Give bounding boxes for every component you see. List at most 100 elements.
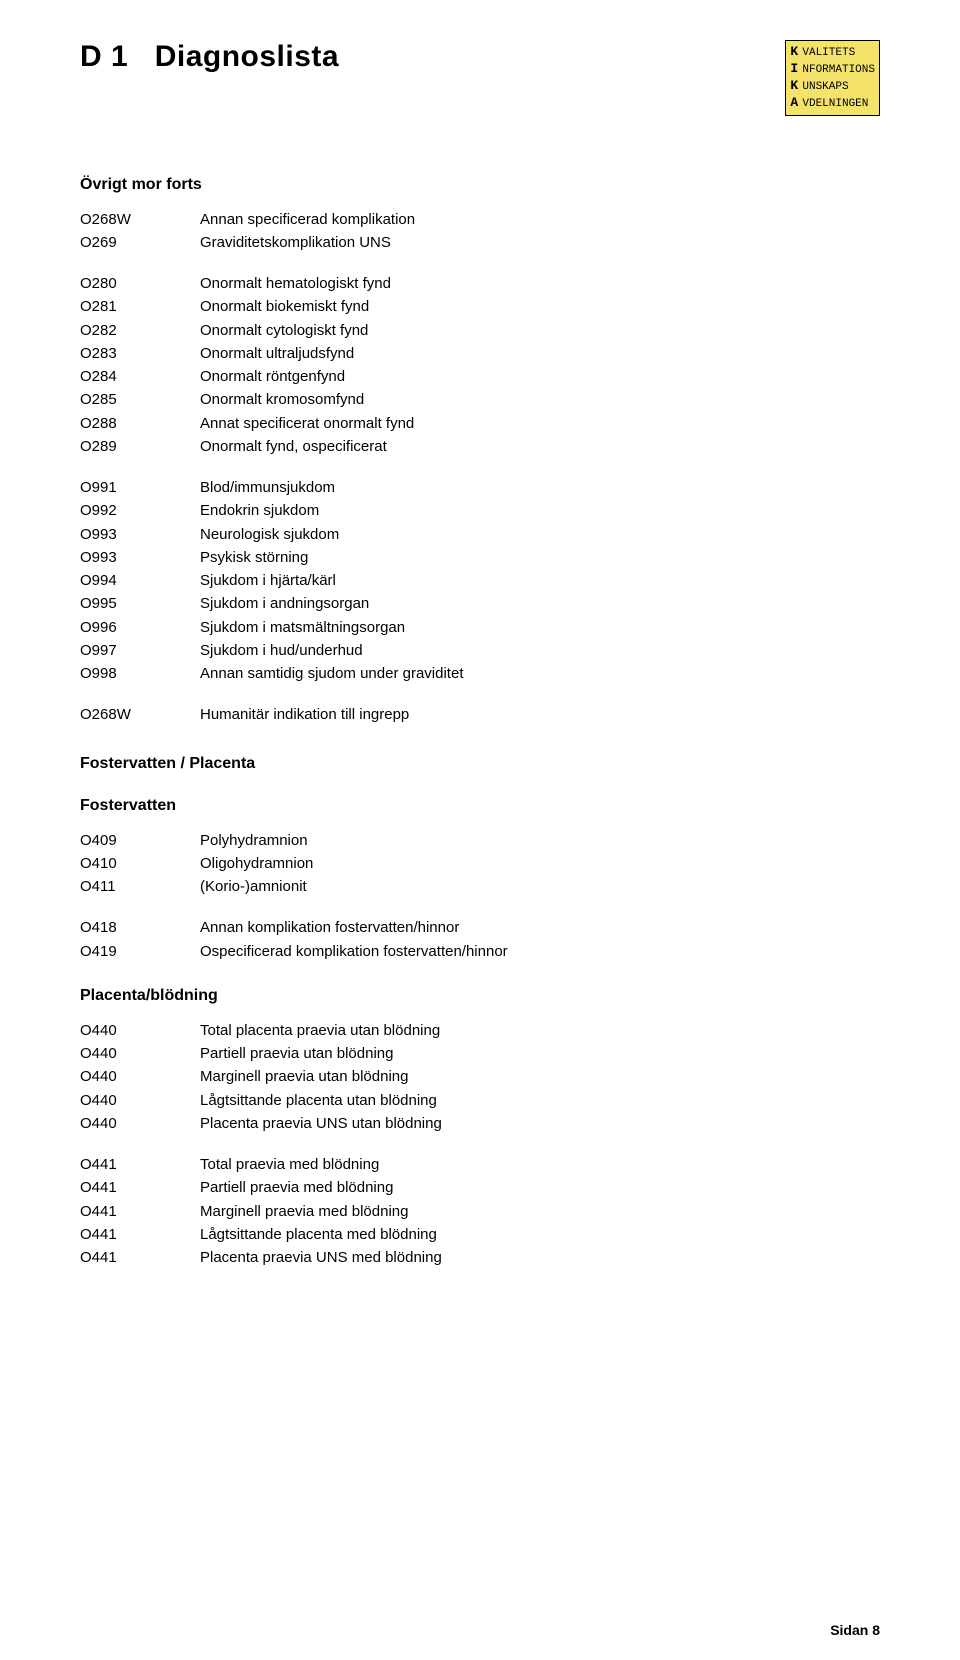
entry-row: O441Total praevia med blödning [80,1153,880,1176]
section-heading: Fostervatten / Placenta [80,755,880,773]
entry-description: Sjukdom i hjärta/kärl [200,569,880,592]
entry-code: O993 [80,523,200,546]
entry-description: Onormalt fynd, ospecificerat [200,435,880,458]
entry-code: O992 [80,499,200,522]
entry-row: O280Onormalt hematologiskt fynd [80,272,880,295]
logo-letter: A [790,95,802,112]
entry-description: Humanitär indikation till ingrepp [200,703,880,726]
entry-row: O994Sjukdom i hjärta/kärl [80,569,880,592]
entry-description: Lågtsittande placenta utan blödning [200,1089,880,1112]
entry-group: O268WHumanitär indikation till ingrepp [80,703,880,726]
entry-code: O440 [80,1089,200,1112]
logo-row: KVALITETS [790,44,875,61]
doc-number: D 1 [80,40,128,73]
entry-row: O285Onormalt kromosomfynd [80,388,880,411]
entry-code: O269 [80,231,200,254]
entry-row: O410Oligohydramnion [80,852,880,875]
entry-code: O440 [80,1112,200,1135]
entry-code: O998 [80,662,200,685]
document-title: D 1 Diagnoslista [80,40,339,74]
entry-description: Onormalt röntgenfynd [200,365,880,388]
entry-description: Onormalt ultraljudsfynd [200,342,880,365]
entry-group: O440Total placenta praevia utan blödning… [80,1019,880,1135]
entry-row: O284Onormalt röntgenfynd [80,365,880,388]
entry-description: Endokrin sjukdom [200,499,880,522]
entry-group: O418Annan komplikation fostervatten/hinn… [80,916,880,963]
page: D 1 Diagnoslista KVALITETS INFORMATIONS … [0,0,960,1660]
subsection-heading: Fostervatten [80,797,880,815]
entry-row: O440Lågtsittande placenta utan blödning [80,1089,880,1112]
entry-description: Onormalt cytologiskt fynd [200,319,880,342]
entry-row: O418Annan komplikation fostervatten/hinn… [80,916,880,939]
entry-row: O996Sjukdom i matsmältningsorgan [80,616,880,639]
entry-description: Sjukdom i hud/underhud [200,639,880,662]
entry-code: O268W [80,208,200,231]
entry-row: O995Sjukdom i andningsorgan [80,592,880,615]
entry-row: O288Annat specificerat onormalt fynd [80,412,880,435]
logo-word: NFORMATIONS [802,64,875,76]
entry-code: O268W [80,703,200,726]
entry-description: Annan samtidig sjudom under graviditet [200,662,880,685]
header: D 1 Diagnoslista KVALITETS INFORMATIONS … [80,40,880,116]
entry-description: Annan specificerad komplikation [200,208,880,231]
entry-description: Blod/immunsjukdom [200,476,880,499]
entry-row: O998Annan samtidig sjudom under gravidit… [80,662,880,685]
entry-code: O285 [80,388,200,411]
entry-row: O440Total placenta praevia utan blödning [80,1019,880,1042]
entry-row: O411(Korio-)amnionit [80,875,880,898]
entry-row: O268WAnnan specificerad komplikation [80,208,880,231]
entry-description: Lågtsittande placenta med blödning [200,1223,880,1246]
entry-row: O268WHumanitär indikation till ingrepp [80,703,880,726]
entry-code: O991 [80,476,200,499]
entry-row: O282Onormalt cytologiskt fynd [80,319,880,342]
entry-code: O441 [80,1176,200,1199]
entry-code: O410 [80,852,200,875]
entry-code: O281 [80,295,200,318]
doc-title-text: Diagnoslista [155,40,339,73]
entry-description: Onormalt kromosomfynd [200,388,880,411]
entry-row: O283Onormalt ultraljudsfynd [80,342,880,365]
entry-code: O418 [80,916,200,939]
entry-row: O997Sjukdom i hud/underhud [80,639,880,662]
entry-group: O991Blod/immunsjukdomO992Endokrin sjukdo… [80,476,880,685]
entry-code: O440 [80,1019,200,1042]
entry-description: Annan komplikation fostervatten/hinnor [200,916,880,939]
logo-row: KUNSKAPS [790,78,875,95]
page-footer: Sidan 8 [830,1622,880,1638]
entry-row: O440Marginell praevia utan blödning [80,1065,880,1088]
entry-row: O441Partiell praevia med blödning [80,1176,880,1199]
entry-group: O268WAnnan specificerad komplikationO269… [80,208,880,255]
entry-row: O441Marginell praevia med blödning [80,1200,880,1223]
content: Övrigt mor fortsO268WAnnan specificerad … [80,176,880,1270]
entry-row: O409Polyhydramnion [80,829,880,852]
entry-row: O281Onormalt biokemiskt fynd [80,295,880,318]
entry-code: O441 [80,1200,200,1223]
entry-description: Total praevia med blödning [200,1153,880,1176]
entry-description: (Korio-)amnionit [200,875,880,898]
entry-description: Onormalt hematologiskt fynd [200,272,880,295]
entry-code: O994 [80,569,200,592]
entry-row: O289Onormalt fynd, ospecificerat [80,435,880,458]
logo-row: INFORMATIONS [790,61,875,78]
entry-code: O440 [80,1065,200,1088]
logo-word: VDELNINGEN [802,98,868,110]
entry-description: Annat specificerat onormalt fynd [200,412,880,435]
entry-description: Oligohydramnion [200,852,880,875]
entry-description: Marginell praevia utan blödning [200,1065,880,1088]
logo-letter: K [790,78,802,95]
entry-group: O280Onormalt hematologiskt fyndO281Onorm… [80,272,880,458]
entry-code: O440 [80,1042,200,1065]
section-heading: Övrigt mor forts [80,176,880,194]
entry-description: Graviditetskomplikation UNS [200,231,880,254]
entry-code: O411 [80,875,200,898]
entry-description: Polyhydramnion [200,829,880,852]
entry-code: O996 [80,616,200,639]
entry-description: Placenta praevia UNS med blödning [200,1246,880,1269]
entry-code: O441 [80,1153,200,1176]
entry-description: Total placenta praevia utan blödning [200,1019,880,1042]
entry-row: O992Endokrin sjukdom [80,499,880,522]
entry-code: O283 [80,342,200,365]
entry-row: O440Placenta praevia UNS utan blödning [80,1112,880,1135]
entry-code: O280 [80,272,200,295]
entry-code: O289 [80,435,200,458]
